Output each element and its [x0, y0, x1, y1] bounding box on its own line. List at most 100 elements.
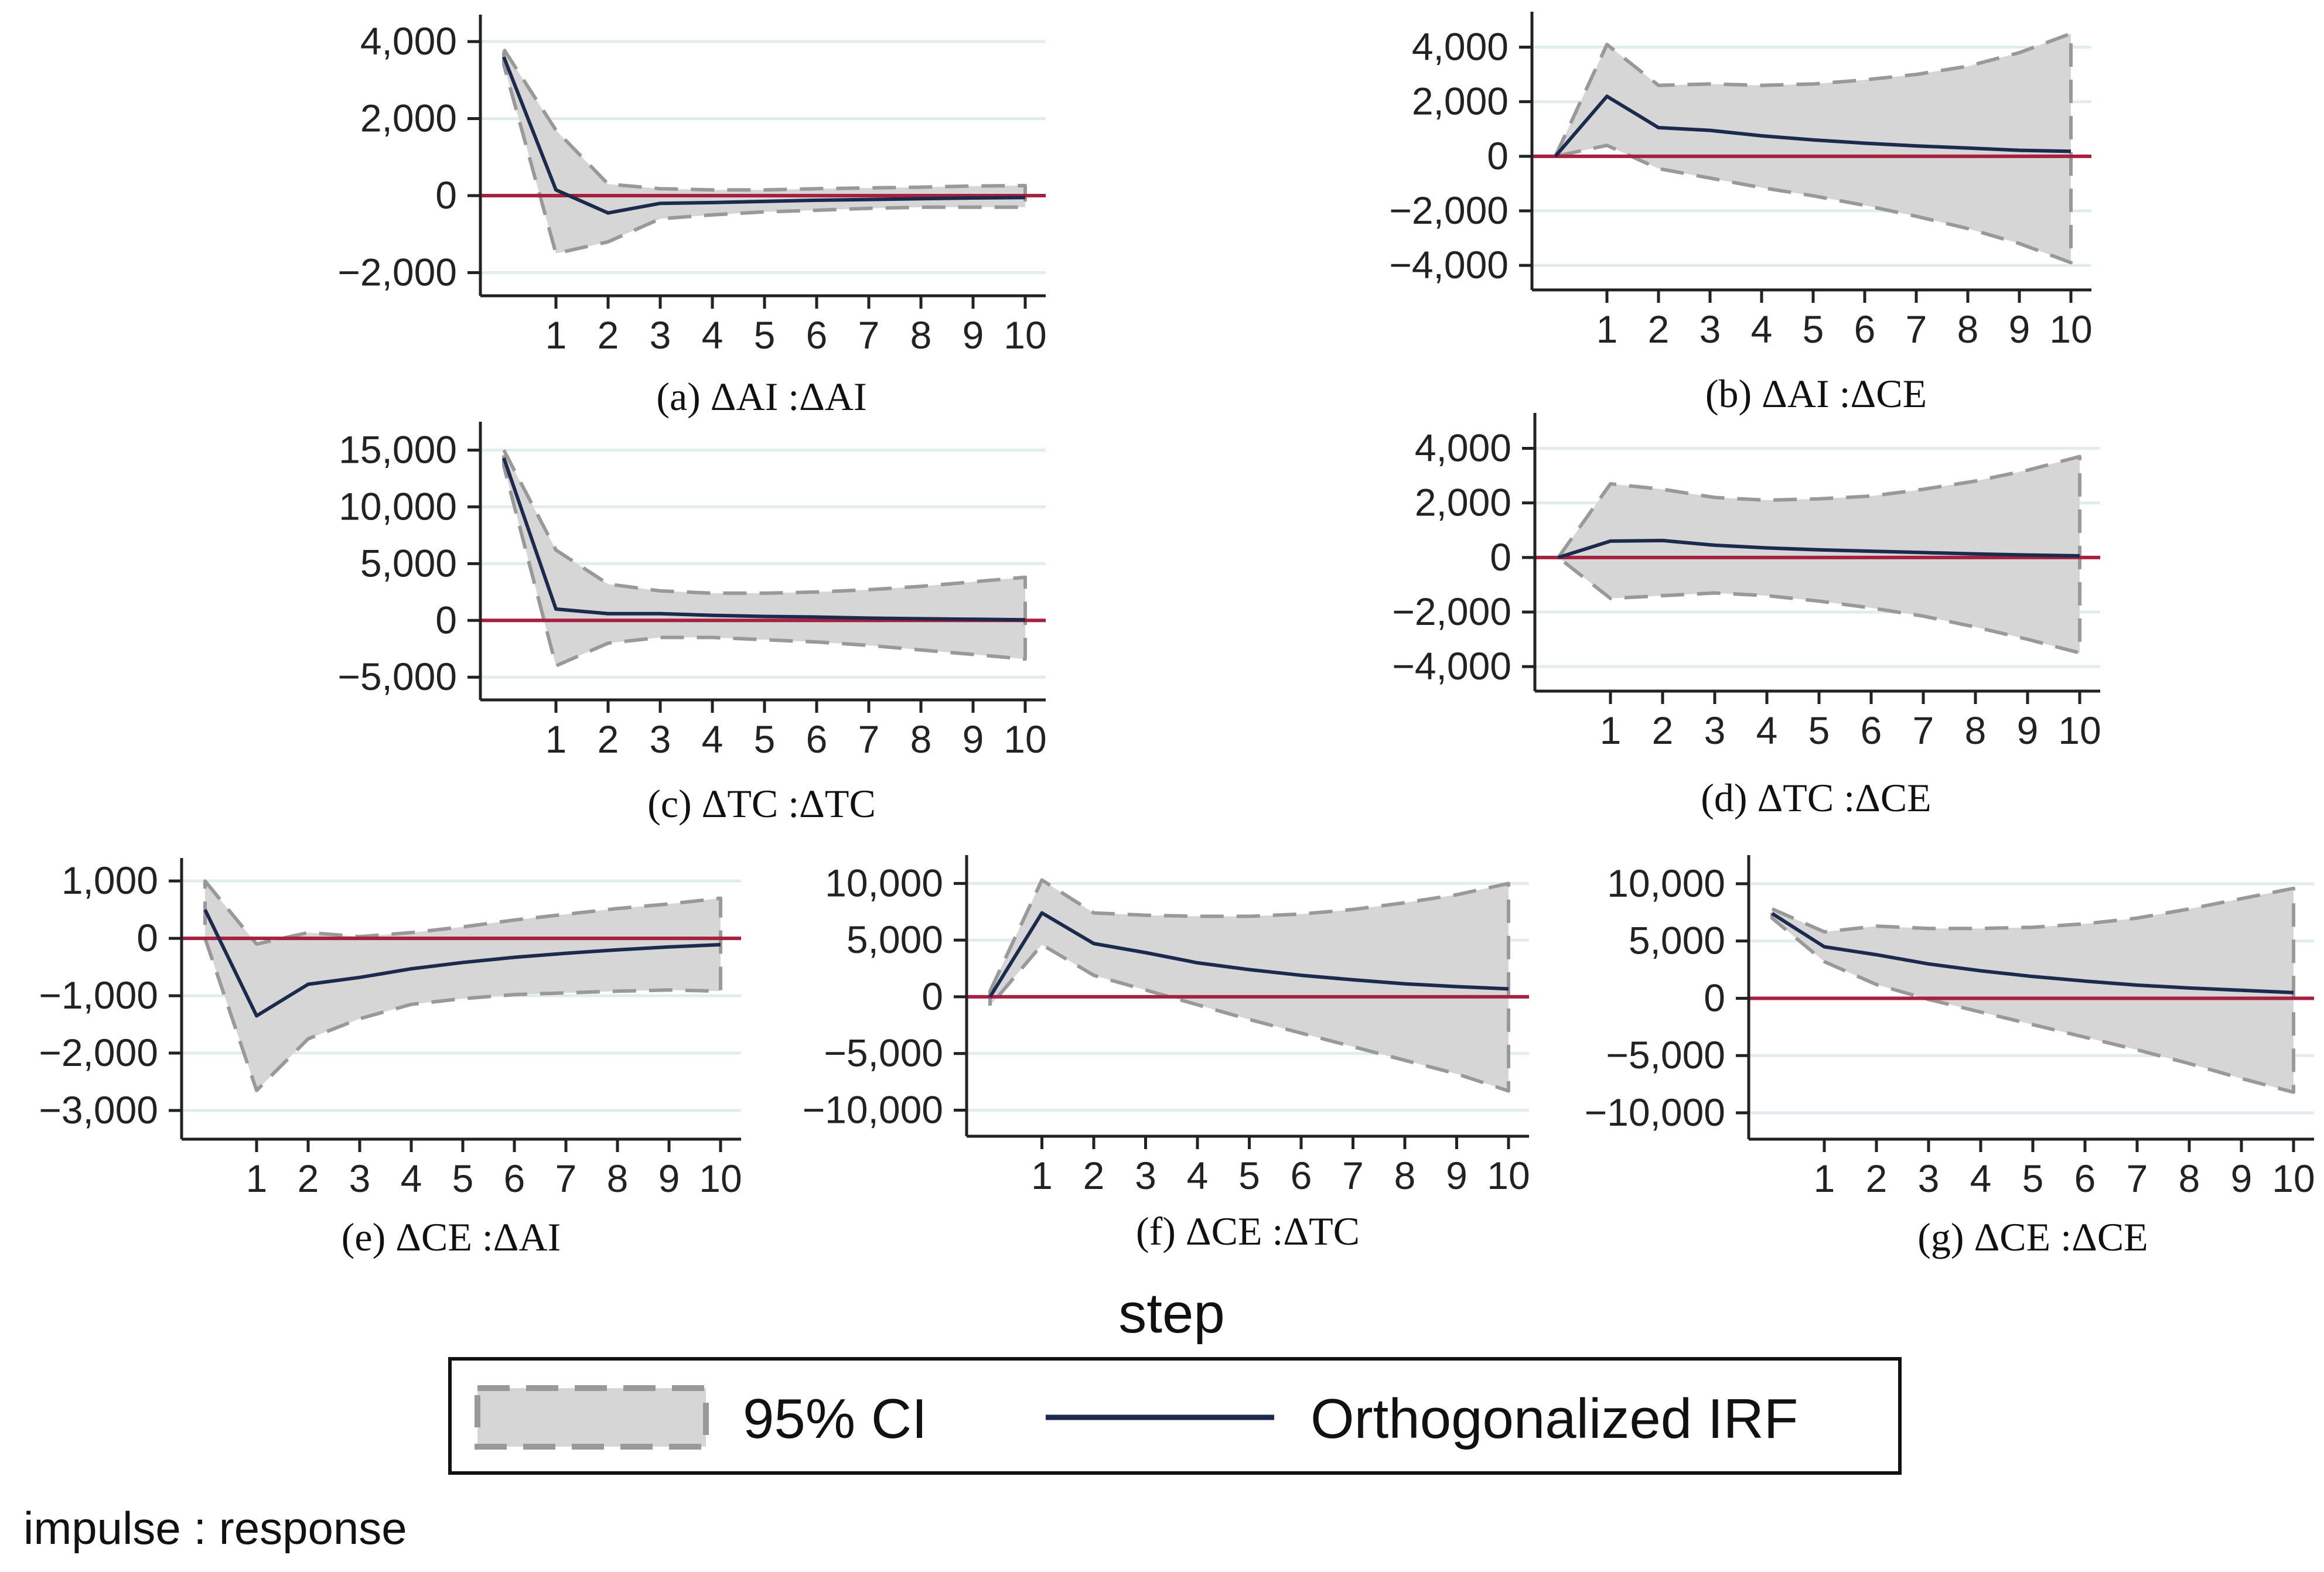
panel-a: −2,000 0 2,000 4,000 1 2 3 4 5 6 7 8 9 10 (a) ΔAI :ΔAI [337, 15, 1047, 419]
ci-band [988, 878, 1510, 1093]
y-tick-label: −4,000 [1392, 644, 1511, 688]
ci-band [203, 879, 722, 1092]
y-tick-label: 0 [922, 975, 943, 1018]
y-tick-label: −10,000 [803, 1088, 943, 1131]
x-tick-label: 1 [1600, 709, 1622, 752]
panel-caption: (c) ΔTC :ΔTC [647, 781, 876, 826]
x-tick-label: 4 [401, 1157, 422, 1200]
x-tick-label: 4 [1756, 709, 1778, 752]
x-tick-label: 5 [1238, 1154, 1260, 1197]
y-tick-label: −5,000 [824, 1031, 943, 1075]
ci-band [502, 448, 1027, 668]
x-tick-label: 7 [555, 1157, 577, 1200]
x-tick-label: 1 [246, 1157, 268, 1200]
y-tick-label: 1,000 [62, 859, 158, 902]
x-tick-label: 5 [754, 717, 776, 761]
legend-irf-label: Orthogonalized IRF [1311, 1388, 1798, 1450]
panel-e: −3,000 −2,000 −1,000 0 1,000 1 2 3 4 5 6 7 8 9 10 (e) Δ… [39, 858, 742, 1259]
y-tick-label: 5,000 [1629, 919, 1725, 962]
x-tick-label: 4 [1751, 307, 1773, 351]
x-tick-label: 3 [1918, 1157, 1940, 1200]
x-tick-label: 1 [1596, 307, 1618, 351]
x-tick-label: 9 [658, 1157, 680, 1200]
x-tick-label: 2 [1083, 1154, 1105, 1197]
y-tick-label: 0 [435, 173, 457, 217]
x-tick-label: 7 [1906, 307, 1927, 351]
y-tick-label: 0 [1490, 535, 1511, 579]
panel-g: −10,000 −5,000 0 5,000 10,000 1 2 3 4 5 6 7 8 9 10 (g) … [1585, 855, 2315, 1259]
panel-caption: (a) ΔAI :ΔAI [656, 374, 866, 419]
x-tick-label: 10 [699, 1157, 742, 1200]
x-tick-label: 3 [1700, 307, 1721, 351]
legend-ci-swatch [475, 1385, 709, 1450]
x-tick-label: 8 [1965, 709, 1987, 752]
x-tick-label: 6 [806, 717, 828, 761]
x-tick-label: 6 [1861, 709, 1882, 752]
x-tick-label: 10 [2058, 709, 2101, 752]
x-tick-label: 6 [504, 1157, 525, 1200]
y-tick-label: 10,000 [825, 861, 943, 904]
y-tick-label: −10,000 [1585, 1091, 1725, 1134]
panel-caption: (b) ΔAI :ΔCE [1705, 371, 1927, 416]
x-tick-label: 10 [1004, 717, 1046, 761]
y-tick-label: −1,000 [39, 973, 158, 1017]
panel-f: −10,000 −5,000 0 5,000 10,000 1 2 3 4 5 6 7 8 9 10 (f) … [803, 855, 1530, 1253]
x-tick-label: 4 [1187, 1154, 1209, 1197]
irf-line [502, 56, 1026, 215]
x-tick-label: 3 [650, 717, 671, 761]
y-tick-label: 15,000 [339, 428, 457, 471]
y-tick-label: 4,000 [360, 19, 457, 63]
x-tick-label: 9 [2231, 1157, 2253, 1200]
x-tick-label: 5 [1803, 307, 1824, 351]
x-tick-label: 9 [1446, 1154, 1468, 1197]
panel-d: −4,000 −2,000 0 2,000 4,000 1 2 3 4 5 6 7 8 9 10 (d) ΔT… [1392, 413, 2101, 820]
x-tick-label: 6 [1291, 1154, 1312, 1197]
panel-caption: (d) ΔTC :ΔCE [1701, 775, 1931, 820]
x-tick-label: 5 [754, 313, 776, 357]
x-tick-label: 9 [2017, 709, 2039, 752]
x-tick-label: 1 [545, 313, 567, 357]
y-tick-label: 0 [1487, 134, 1509, 177]
irf-line [1558, 538, 2080, 559]
x-tick-label: 7 [858, 313, 880, 357]
x-tick-label: 2 [598, 313, 619, 357]
x-tick-label: 3 [1135, 1154, 1156, 1197]
x-tick-label: 6 [2074, 1157, 2096, 1200]
x-tick-label: 6 [806, 313, 828, 357]
y-tick-label: 0 [435, 598, 457, 641]
y-tick-label: −3,000 [39, 1088, 158, 1132]
y-tick-label: −2,000 [1392, 590, 1511, 633]
x-tick-label: 2 [1652, 709, 1674, 752]
y-tick-label: −2,000 [39, 1031, 158, 1074]
panel-caption: (e) ΔCE :ΔAI [342, 1215, 561, 1259]
x-axis-title: step [1118, 1282, 1224, 1345]
y-tick-label: −4,000 [1389, 243, 1509, 286]
panel-caption: (g) ΔCE :ΔCE [1917, 1215, 2148, 1259]
panel-b: −4,000 −2,000 0 2,000 4,000 1 2 3 4 5 6 7 8 9 10 (b) ΔA… [1389, 12, 2093, 416]
x-tick-label: 3 [650, 313, 671, 357]
x-tick-label: 8 [1957, 307, 1979, 351]
x-tick-label: 2 [1866, 1157, 1888, 1200]
x-tick-label: 5 [2022, 1157, 2044, 1200]
impulse-response-note: impulse : response [23, 1502, 407, 1554]
ci-band [502, 47, 1027, 255]
ci-band [1554, 32, 2073, 265]
y-tick-label: 2,000 [1412, 80, 1509, 123]
panel-caption: (f) ΔCE :ΔTC [1136, 1209, 1360, 1253]
panel-c: −5,000 0 5,000 10,000 15,000 1 2 3 4 5 6 7 8 9 10 (c) Δ… [337, 422, 1047, 826]
x-tick-label: 7 [2127, 1157, 2148, 1200]
y-tick-label: −5,000 [1606, 1033, 1725, 1077]
y-tick-label: 2,000 [360, 97, 457, 140]
irf-line [203, 908, 721, 1018]
y-tick-label: 4,000 [1412, 25, 1509, 69]
x-tick-label: 3 [1704, 709, 1726, 752]
y-tick-label: 0 [136, 916, 158, 959]
x-tick-label: 2 [1648, 307, 1670, 351]
irf-line [1554, 94, 2072, 158]
y-tick-label: 2,000 [1415, 481, 1511, 524]
x-tick-label: 4 [702, 313, 724, 357]
irf-line [502, 457, 1026, 622]
x-tick-label: 8 [910, 717, 932, 761]
irf-line [1771, 912, 2294, 995]
